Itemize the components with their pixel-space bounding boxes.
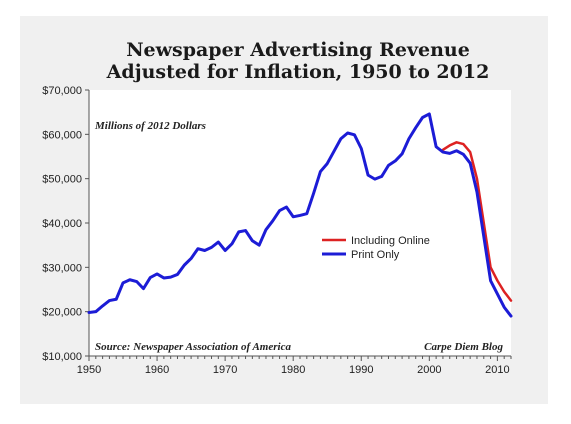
series-layer <box>87 112 513 318</box>
y-tick-label: $10,000 <box>42 351 82 363</box>
x-tick-label: 1960 <box>145 364 169 376</box>
y-tick-label: $20,000 <box>42 307 82 319</box>
x-tick-label: 1970 <box>213 364 237 376</box>
x-tick-label: 1950 <box>77 364 101 376</box>
x-tick-label: 1990 <box>349 364 373 376</box>
chart-title: Newspaper Advertising Revenue <box>126 39 470 61</box>
x-tick-label: 1980 <box>281 364 305 376</box>
plot-area <box>89 90 511 356</box>
legend-label-including-online: Including Online <box>351 235 430 247</box>
chart-card: Newspaper Advertising Revenue Adjusted f… <box>20 16 548 404</box>
legend: Including Online Print Only <box>322 235 430 261</box>
series-line-print-only <box>87 112 513 318</box>
chart: Newspaper Advertising Revenue Adjusted f… <box>42 39 513 376</box>
y-tick-label: $50,000 <box>42 174 82 186</box>
x-tick-label: 2010 <box>485 364 509 376</box>
y-ticks: $10,000 $20,000 $30,000 $40,000 $50,000 $60,0… <box>42 85 89 363</box>
x-ticks: 1950 1960 1970 1980 1990 2000 2010 <box>77 356 512 376</box>
series-line-including-online <box>441 141 513 302</box>
x-tick-label: 2000 <box>417 364 441 376</box>
y-tick-label: $40,000 <box>42 218 82 230</box>
source-annotation: Source: Newspaper Association of America <box>95 341 291 353</box>
chart-subtitle: Adjusted for Inflation, 1950 to 2012 <box>106 61 490 83</box>
credit-annotation: Carpe Diem Blog <box>424 341 503 353</box>
y-tick-label: $70,000 <box>42 85 82 97</box>
units-annotation: Millions of 2012 Dollars <box>94 120 206 132</box>
legend-label-print-only: Print Only <box>351 249 400 261</box>
y-tick-label: $30,000 <box>42 262 82 274</box>
y-tick-label: $60,000 <box>42 129 82 141</box>
